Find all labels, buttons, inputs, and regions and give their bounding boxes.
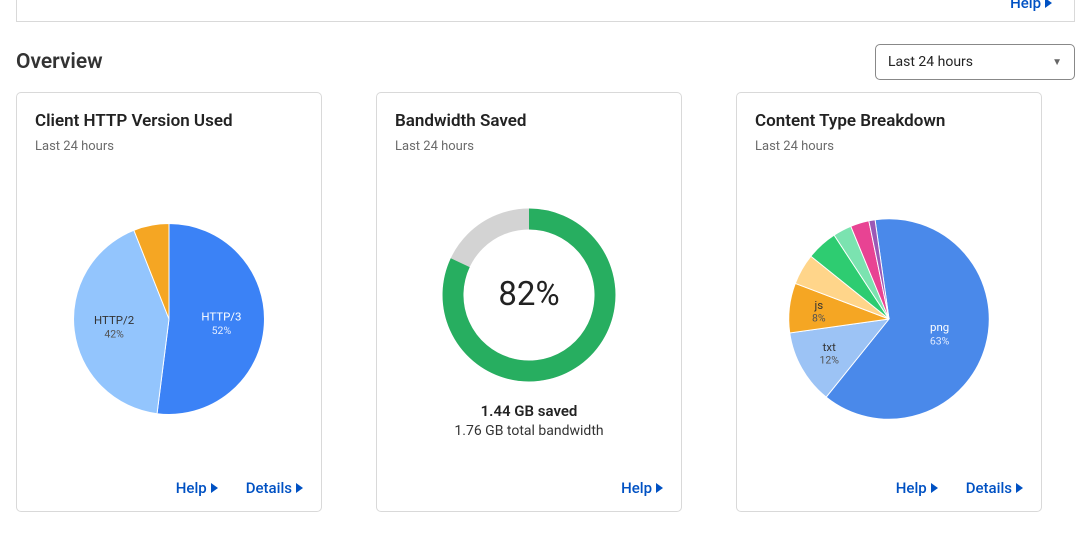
time-range-select[interactable]: Last 24 hours ▼	[875, 44, 1075, 80]
card-title: Bandwidth Saved	[395, 111, 663, 131]
card-title: Client HTTP Version Used	[35, 111, 303, 131]
card-subtitle: Last 24 hours	[35, 139, 303, 154]
details-link[interactable]: Details	[966, 479, 1023, 497]
svg-text:52%: 52%	[212, 324, 232, 337]
card-subtitle: Last 24 hours	[755, 139, 1023, 154]
card-title: Content Type Breakdown	[755, 111, 1023, 131]
svg-text:42%: 42%	[104, 327, 124, 340]
card-bandwidth-saved: Bandwidth Saved Last 24 hours 82% 1.44 G…	[376, 92, 682, 512]
prev-help-link[interactable]: Help	[1010, 0, 1052, 10]
svg-text:png: png	[930, 320, 949, 334]
svg-text:63%: 63%	[930, 334, 950, 347]
content-type-chart: png63% txt12% js8%	[737, 183, 1041, 455]
help-link-label: Help	[1010, 0, 1041, 10]
svg-text:txt: txt	[823, 340, 836, 354]
svg-text:12%: 12%	[819, 353, 839, 366]
help-link[interactable]: Help	[896, 479, 938, 497]
help-link[interactable]: Help	[621, 479, 663, 497]
bandwidth-donut-chart: 82% 1.44 GB saved 1.76 GB total bandwidt…	[377, 183, 681, 455]
previous-panel-bottom: Help	[16, 0, 1075, 22]
chevron-right-icon	[211, 483, 218, 493]
bandwidth-total-text: 1.76 GB total bandwidth	[454, 423, 603, 439]
chevron-down-icon: ▼	[1052, 57, 1062, 68]
svg-text:8%: 8%	[812, 312, 826, 325]
chevron-right-icon	[931, 483, 938, 493]
svg-text:HTTP/2: HTTP/2	[94, 313, 134, 327]
chevron-right-icon	[1016, 483, 1023, 493]
chevron-right-icon	[1045, 0, 1052, 8]
overview-header-row: Overview Last 24 hours ▼	[0, 22, 1091, 92]
card-subtitle: Last 24 hours	[395, 139, 663, 154]
chevron-right-icon	[656, 483, 663, 493]
donut-center-pct: 82%	[498, 275, 559, 314]
cards-row: Client HTTP Version Used Last 24 hours H…	[0, 92, 1091, 512]
card-http-version: Client HTTP Version Used Last 24 hours H…	[16, 92, 322, 512]
card-content-type: Content Type Breakdown Last 24 hours png…	[736, 92, 1042, 512]
svg-text:js: js	[813, 298, 823, 312]
http-version-chart: HTTP/352% HTTP/242%	[17, 183, 321, 455]
help-link[interactable]: Help	[176, 479, 218, 497]
time-range-value: Last 24 hours	[888, 54, 973, 70]
details-link[interactable]: Details	[246, 479, 303, 497]
bandwidth-saved-text: 1.44 GB saved	[454, 402, 603, 420]
svg-text:HTTP/3: HTTP/3	[201, 309, 241, 323]
chevron-right-icon	[296, 483, 303, 493]
page-title: Overview	[16, 50, 103, 74]
